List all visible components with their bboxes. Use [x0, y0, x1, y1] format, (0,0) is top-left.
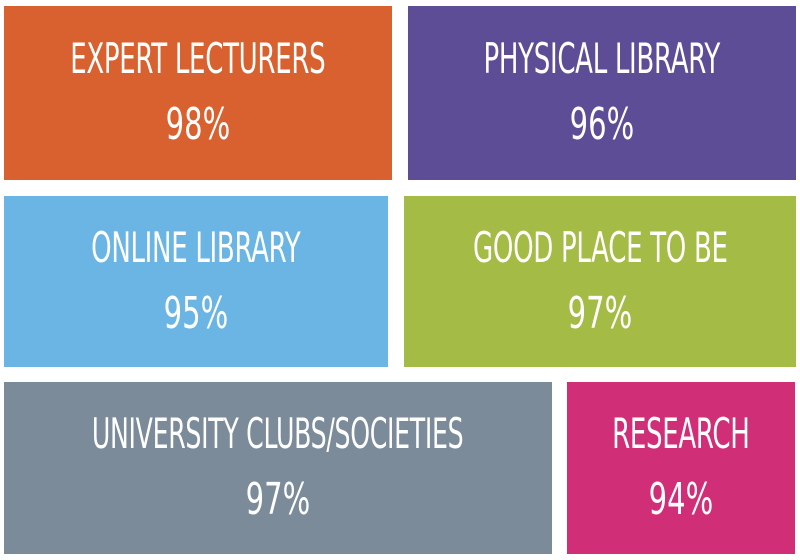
tile-good-place-to-be: GOOD PLACE TO BE 97% — [404, 196, 796, 367]
tile-label: PHYSICAL LIBRARY — [483, 34, 721, 83]
tile-value: 96% — [569, 99, 635, 150]
tile-online-library: ONLINE LIBRARY 95% — [4, 196, 388, 367]
tile-value: 97% — [245, 474, 311, 525]
tile-value: 97% — [567, 287, 633, 339]
tile-value: 98% — [165, 99, 231, 150]
tile-label: UNIVERSITY CLUBS/SOCIETIES — [92, 409, 464, 458]
tile-value: 94% — [648, 474, 714, 525]
tile-expert-lecturers: EXPERT LECTURERS 98% — [4, 6, 392, 180]
tile-label: EXPERT LECTURERS — [70, 34, 326, 83]
tile-university-clubs-societies: UNIVERSITY CLUBS/SOCIETIES 97% — [4, 382, 552, 554]
tile-value: 95% — [163, 287, 229, 339]
tile-label: GOOD PLACE TO BE — [472, 222, 728, 272]
tile-label: RESEARCH — [612, 409, 750, 458]
tile-research: RESEARCH 94% — [567, 382, 795, 554]
tile-physical-library: PHYSICAL LIBRARY 96% — [408, 6, 796, 180]
tile-label: ONLINE LIBRARY — [91, 222, 301, 272]
